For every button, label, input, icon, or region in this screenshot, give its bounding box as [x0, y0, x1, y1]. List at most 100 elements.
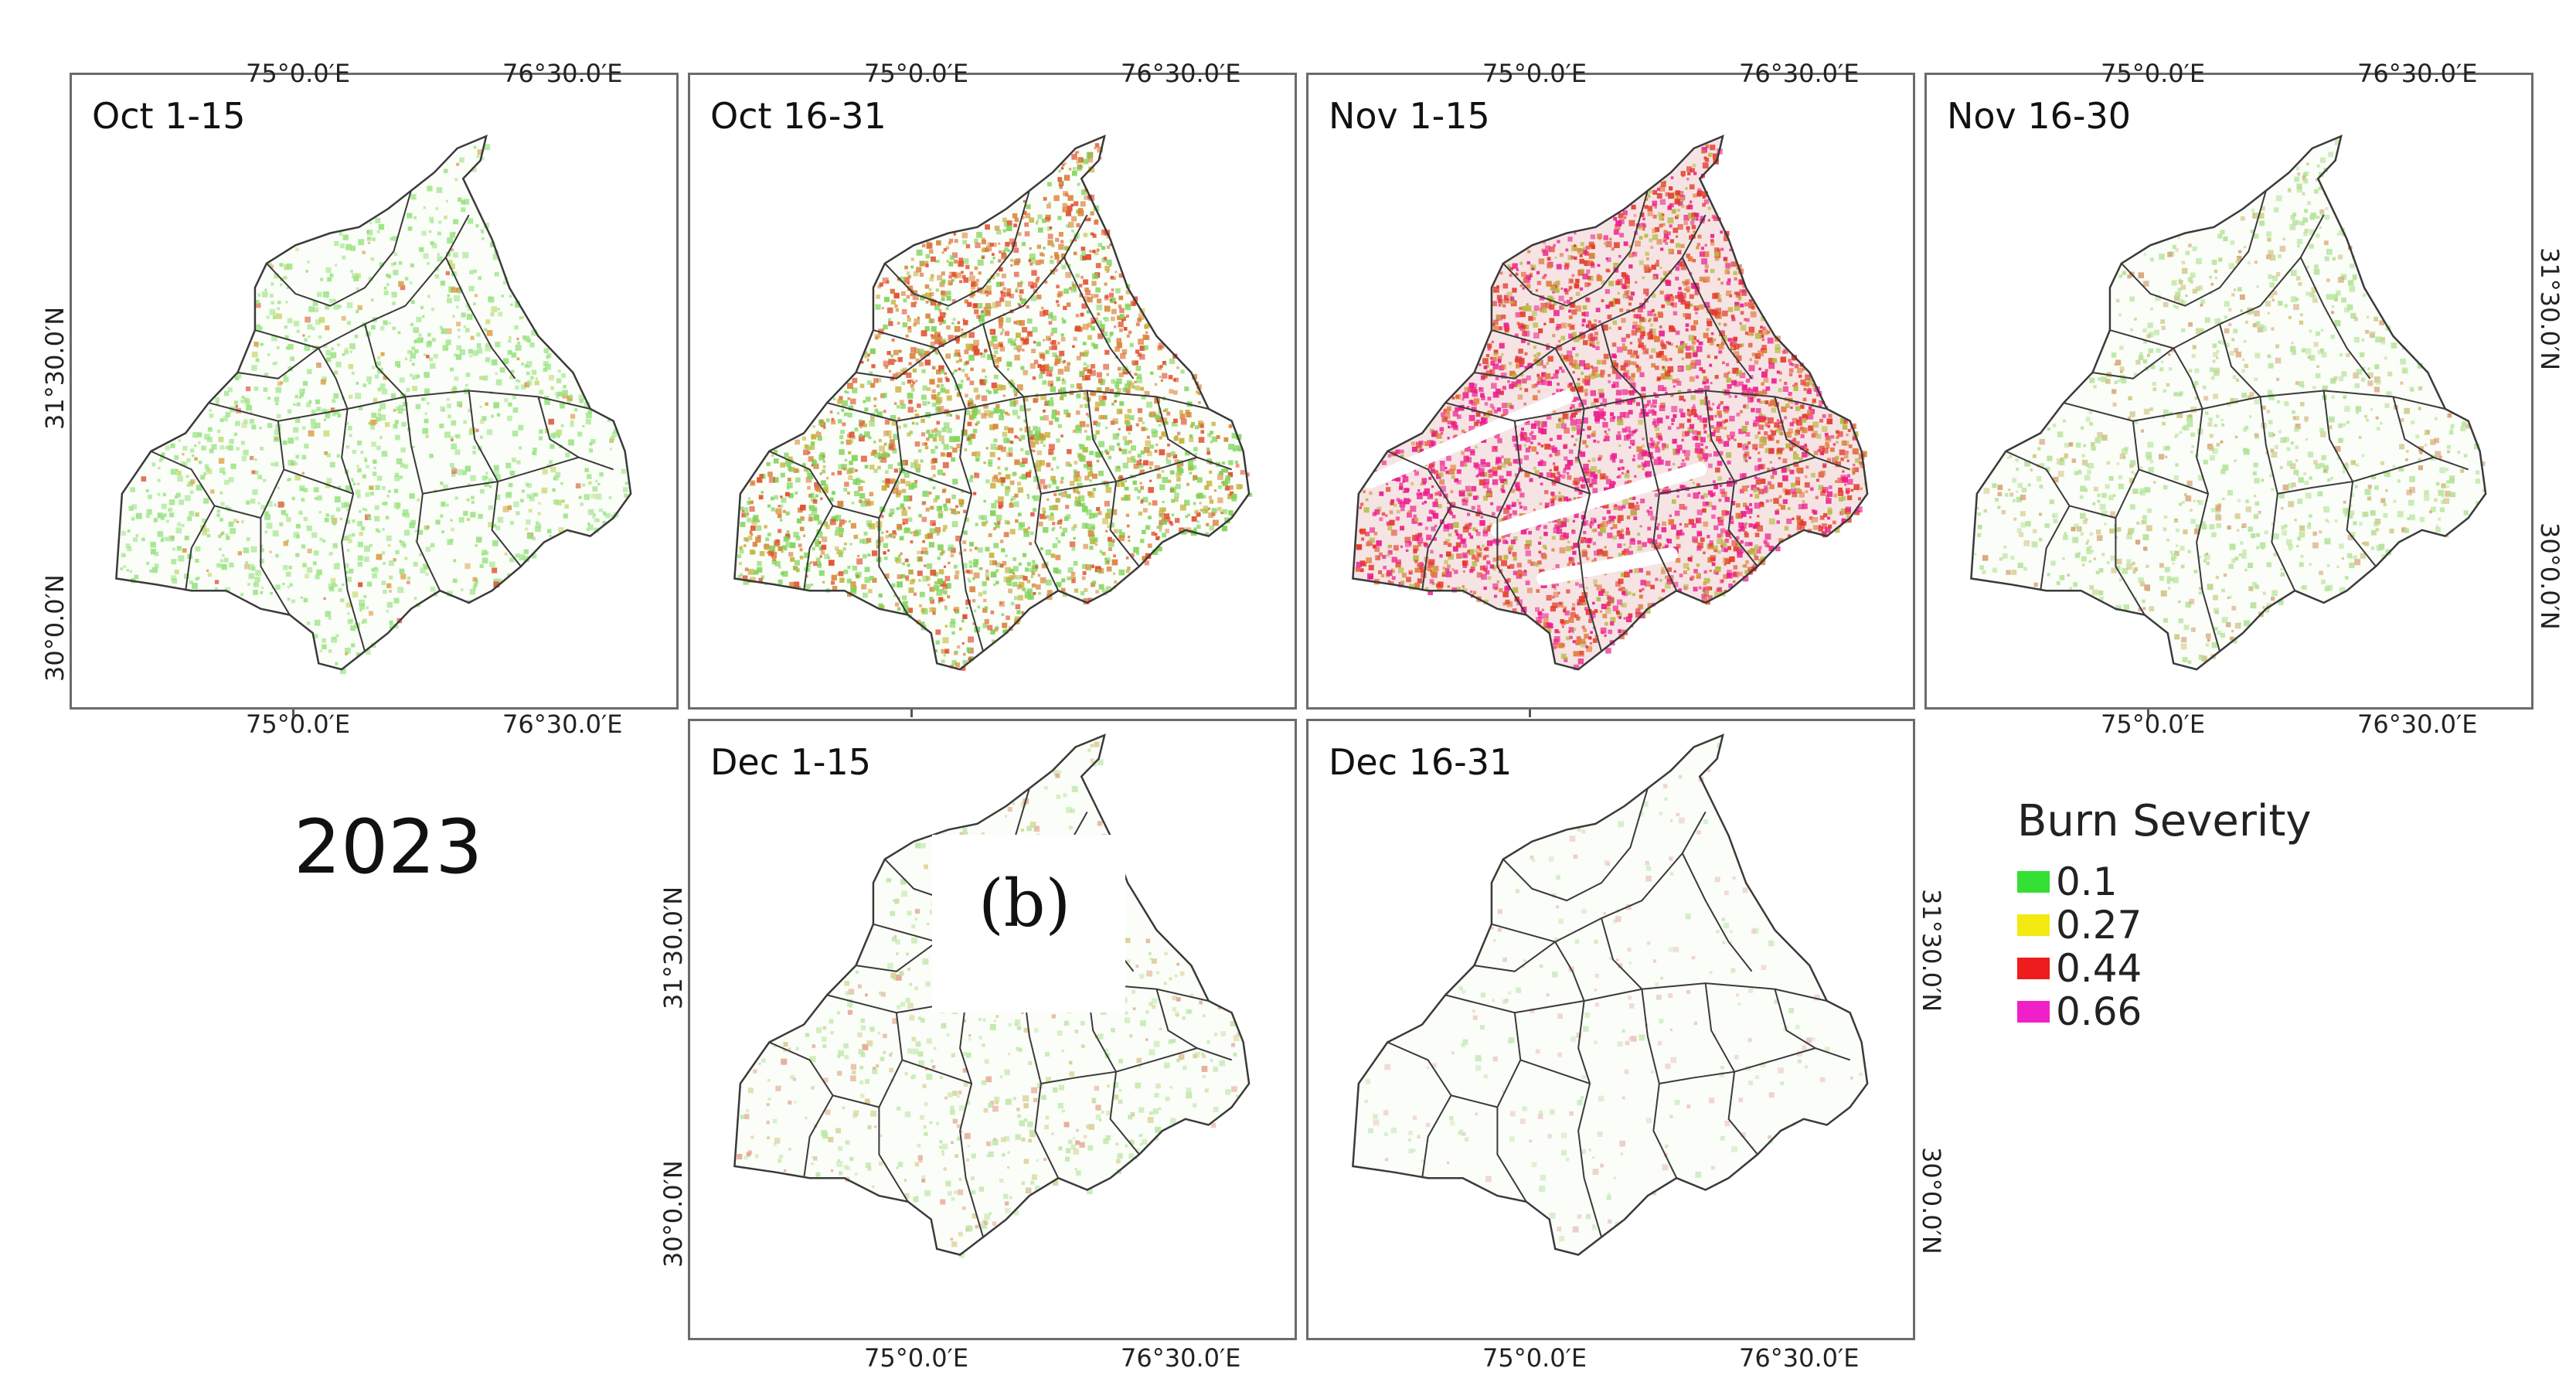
map-panel-oct-16-31: Oct 16-31: [688, 73, 1297, 710]
district-boundary: [1023, 989, 1060, 1179]
burn-severity-map: [115, 134, 632, 675]
district-boundary: [1063, 257, 1135, 379]
district-boundary: [1659, 1047, 1816, 1084]
district-boundary: [1040, 456, 1198, 495]
district-boundary: [1774, 989, 1851, 1061]
lon-label: 75°0.0′E: [2101, 59, 2206, 88]
lon-label: 76°30.0′E: [2357, 710, 2478, 739]
district-boundary: [1496, 420, 1527, 616]
district-boundary: [1519, 468, 1591, 495]
state-boundary: [115, 134, 632, 671]
state-boundary: [1970, 134, 2487, 671]
burn-severity-map: [1352, 134, 1869, 671]
map-panel-nov-1-15: Nov 1-15: [1306, 73, 1915, 710]
legend-swatch: [2017, 1001, 2050, 1023]
lon-label: 75°0.0′E: [864, 59, 969, 88]
district-boundary: [318, 348, 349, 410]
district-boundary: [2219, 323, 2261, 398]
district-boundary: [982, 323, 1025, 398]
cloud-gap: [1490, 462, 1707, 537]
panel-title: Nov 16-30: [1947, 95, 2132, 137]
lon-label: 76°30.0′E: [2357, 59, 2478, 88]
district-boundary: [1474, 347, 1556, 379]
burn-severity-map: [1352, 733, 1869, 1256]
state-boundary: [733, 733, 1251, 1256]
lon-label: 76°30.0′E: [1739, 1343, 1860, 1373]
district-boundary: [959, 408, 985, 652]
lat-label: 30°0.0′N: [1917, 1147, 1946, 1254]
district-boundary: [856, 941, 938, 972]
map-panel-nov-16-30: Nov 16-30: [1924, 73, 2533, 710]
lat-label: 31°30.0′N: [1917, 889, 1946, 1013]
district-boundary: [283, 468, 354, 495]
lat-label: 30°0.0′N: [2535, 522, 2564, 630]
lat-label: 31°30.0′N: [40, 306, 70, 430]
tick: [2147, 710, 2149, 717]
district-boundary: [214, 505, 261, 519]
district-boundary: [878, 420, 909, 616]
district-boundary: [537, 396, 614, 471]
district-boundary: [2196, 408, 2221, 652]
legend-value: 0.66: [2056, 989, 2142, 1034]
lon-label: 75°0.0′E: [246, 59, 351, 88]
district-boundary: [266, 190, 412, 307]
district-boundary: [1451, 505, 1498, 519]
burn-severity-map: [1970, 134, 2487, 671]
district-boundary: [873, 214, 1088, 349]
lat-label: 30°0.0′N: [40, 574, 70, 682]
map-panel-dec-16-31: Dec 16-31: [1306, 719, 1915, 1340]
burn-severity-map: [733, 134, 1253, 671]
state-boundary: [733, 134, 1251, 671]
legend-swatch: [2017, 958, 2050, 979]
lon-label: 75°0.0′E: [864, 1343, 969, 1373]
lon-label: 76°30.0′E: [1121, 1343, 1241, 1373]
district-boundary: [2277, 456, 2435, 495]
district-boundary: [1577, 408, 1603, 652]
district-boundary: [444, 257, 516, 379]
district-boundary: [1451, 1094, 1498, 1108]
legend-swatch: [2017, 914, 2050, 936]
lat-label: 30°0.0′N: [658, 1160, 688, 1268]
lon-label: 76°30.0′E: [502, 710, 623, 739]
legend: Burn Severity 0.1 0.27 0.44 0.66: [2017, 796, 2312, 1034]
district-boundary: [878, 1013, 909, 1203]
burn-pixels: [120, 144, 628, 675]
district-boundary: [1474, 941, 1556, 972]
district-boundary: [422, 456, 580, 495]
legend-item: 0.27: [2017, 903, 2312, 948]
district-boundary: [2121, 190, 2267, 307]
lon-label: 75°0.0′E: [1482, 59, 1587, 88]
lat-label: 31°30.0′N: [658, 886, 688, 1009]
district-boundary: [1681, 853, 1753, 972]
cloud-gap: [1363, 390, 1574, 489]
legend-title: Burn Severity: [2017, 796, 2312, 846]
district-boundary: [1577, 1000, 1602, 1237]
district-boundary: [364, 323, 407, 398]
panel-title: Dec 16-31: [1329, 741, 1513, 783]
burn-severity-map: [733, 733, 1251, 1258]
district-boundary: [1491, 812, 1707, 943]
panel-letter: (b): [978, 866, 1071, 941]
district-boundary: [1502, 190, 1649, 307]
lon-label: 76°30.0′E: [502, 59, 623, 88]
district-boundary: [884, 190, 1030, 307]
district-boundary: [1155, 989, 1233, 1061]
district-boundary: [1554, 941, 1585, 1002]
map-panel-dec-1-15: Dec 1-15: [688, 719, 1297, 1340]
lat-label: 31°30.0′N: [2535, 247, 2564, 371]
district-boundary: [901, 468, 972, 495]
district-boundary: [2109, 214, 2325, 349]
district-boundary: [2092, 347, 2174, 379]
panel-title: Dec 1-15: [710, 741, 872, 783]
legend-item: 0.44: [2017, 946, 2312, 991]
district-boundary: [1659, 456, 1816, 495]
lon-label: 76°30.0′E: [1739, 59, 1860, 88]
district-boundary: [1491, 214, 1707, 349]
district-boundary: [2173, 348, 2203, 410]
year-label: 2023: [294, 804, 483, 890]
district-boundary: [2299, 257, 2371, 379]
legend-value: 0.44: [2056, 946, 2142, 991]
lon-label: 75°0.0′E: [2101, 710, 2206, 739]
panel-title: Oct 1-15: [92, 95, 246, 137]
